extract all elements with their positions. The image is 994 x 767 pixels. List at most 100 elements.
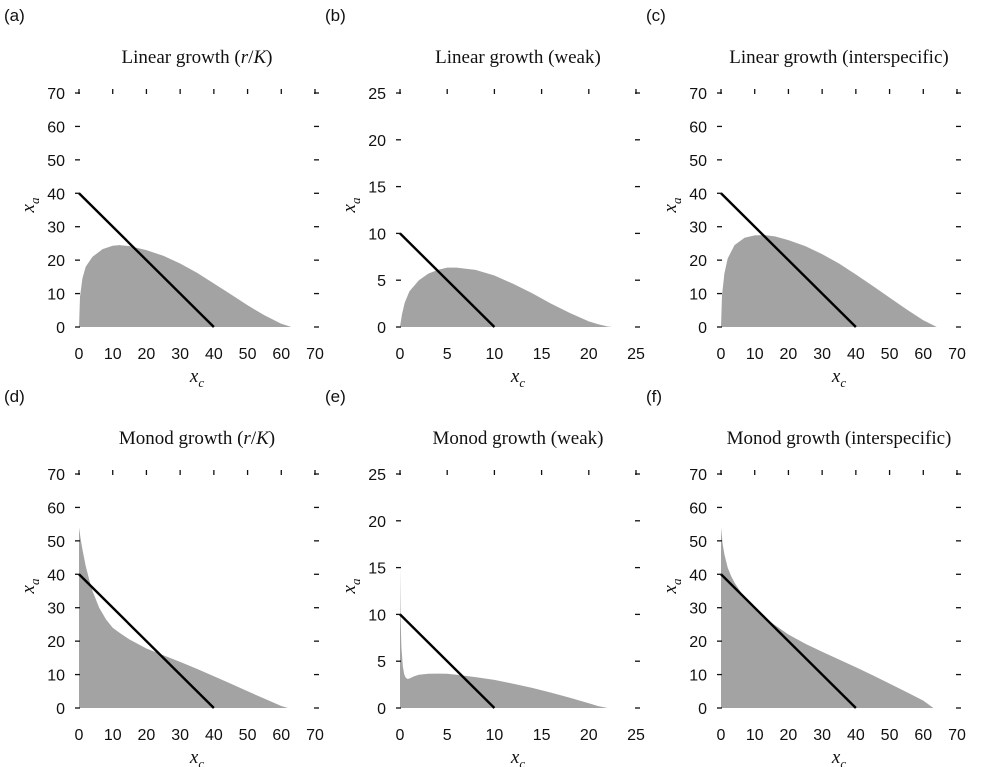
- y-tick-label: 30: [689, 601, 707, 618]
- y-tick-label: 10: [689, 287, 707, 304]
- nullcline-line: [78, 192, 215, 328]
- x-tick-label: 5: [443, 346, 452, 363]
- panel-letter: (f): [646, 387, 662, 406]
- x-tick-label: 30: [813, 346, 831, 363]
- x-tick-label: 0: [396, 346, 405, 363]
- x-tick-label: 50: [881, 727, 899, 744]
- chart-title-part: Linear growth (interspecific): [729, 47, 948, 68]
- y-tick-label: 0: [698, 320, 707, 337]
- y-tick-label: 70: [689, 86, 707, 103]
- y-tick-label: 0: [56, 701, 65, 718]
- y-tick-label: 40: [47, 186, 65, 203]
- y-tick-label: 10: [689, 668, 707, 685]
- x-tick-label: 20: [780, 346, 798, 363]
- x-tick-label: 40: [205, 727, 223, 744]
- x-tick-label: 5: [443, 727, 452, 744]
- panel-e: (e) Monod growth (weak) 0 5 10 15 20 25 0 5 10 15 20…: [325, 387, 645, 767]
- y-axis-label: xa: [339, 197, 363, 213]
- x-tick-label: 0: [717, 346, 726, 363]
- y-axis-label-sub: a: [27, 197, 42, 204]
- y-tick-label: 40: [47, 567, 65, 584]
- x-tick-label: 50: [239, 727, 257, 744]
- shaded-region: [721, 527, 934, 708]
- shaded-region: [721, 235, 937, 327]
- panel-letter: (b): [325, 6, 346, 25]
- y-tick-label: 15: [368, 180, 386, 197]
- panel-c: (c) Linear growth (interspecific) 0 10 20 30 4…: [646, 6, 966, 390]
- x-tick-label: 20: [580, 346, 598, 363]
- chart-title-part: /: [248, 47, 254, 68]
- y-tick-label: 40: [689, 567, 707, 584]
- y-tick-label: 25: [368, 467, 386, 484]
- x-tick-label: 10: [486, 727, 504, 744]
- x-tick-label: 30: [171, 727, 189, 744]
- chart-title: Linear growth (r/K): [122, 47, 273, 68]
- y-tick-label: 10: [47, 668, 65, 685]
- x-axis-label-main: x: [189, 366, 199, 387]
- y-tick-label: 40: [689, 186, 707, 203]
- y-tick-label: 70: [47, 86, 65, 103]
- x-axis-label-main: x: [831, 366, 841, 387]
- x-tick-label: 25: [627, 727, 645, 744]
- y-axis-label: xa: [660, 197, 684, 213]
- chart-title-part: ): [269, 428, 275, 449]
- x-axis-label-sub: c: [198, 756, 204, 767]
- y-axis-label-main: x: [18, 584, 39, 594]
- nullcline-line: [399, 232, 496, 328]
- x-tick-label: 0: [75, 346, 84, 363]
- shaded-region: [400, 267, 613, 327]
- x-axis-label-main: x: [510, 366, 520, 387]
- chart-title: Monod growth (interspecific): [727, 428, 952, 449]
- y-tick-label: 0: [698, 701, 707, 718]
- y-tick-label: 20: [689, 634, 707, 651]
- x-axis-label-sub: c: [519, 375, 525, 390]
- x-tick-label: 0: [396, 727, 405, 744]
- panel-b: (b) Linear growth (weak) 0 5 10 15 20 25 0 5 10 15 2…: [325, 6, 645, 390]
- y-axis-label-sub: a: [27, 578, 42, 585]
- y-tick-label: 5: [377, 273, 386, 290]
- chart-title-part: Linear growth (weak): [435, 47, 601, 68]
- x-axis-label-main: x: [510, 747, 520, 767]
- y-tick-label: 50: [689, 534, 707, 551]
- x-tick-label: 60: [914, 727, 932, 744]
- x-tick-label: 30: [171, 346, 189, 363]
- chart-title-part: r: [241, 47, 249, 68]
- x-axis-label-main: x: [189, 747, 199, 767]
- y-tick-label: 50: [47, 534, 65, 551]
- y-tick-label: 20: [368, 514, 386, 531]
- y-axis-label-main: x: [339, 584, 360, 594]
- shaded-region: [400, 567, 608, 708]
- x-axis-label: xc: [189, 366, 204, 390]
- x-axis-label: xc: [510, 747, 525, 767]
- shaded-region: [79, 527, 288, 708]
- y-tick-label: 20: [47, 253, 65, 270]
- x-tick-label: 50: [239, 346, 257, 363]
- y-tick-label: 30: [47, 220, 65, 237]
- x-tick-label: 10: [486, 346, 504, 363]
- y-axis-label-main: x: [660, 203, 681, 213]
- x-tick-label: 10: [104, 727, 122, 744]
- y-axis-label: xa: [18, 197, 42, 213]
- y-tick-label: 0: [377, 320, 386, 337]
- y-tick-label: 30: [47, 601, 65, 618]
- nullcline-line: [78, 573, 215, 709]
- x-tick-label: 50: [881, 346, 899, 363]
- x-tick-label: 30: [813, 727, 831, 744]
- panel-letter: (c): [646, 6, 666, 25]
- x-tick-label: 25: [627, 346, 645, 363]
- y-tick-label: 20: [689, 253, 707, 270]
- chart-title-part: Monod growth (interspecific): [727, 428, 952, 449]
- y-tick-label: 5: [377, 654, 386, 671]
- x-axis-label: xc: [189, 747, 204, 767]
- x-axis-label: xc: [831, 747, 846, 767]
- y-axis-label-main: x: [339, 203, 360, 213]
- x-tick-label: 40: [847, 727, 865, 744]
- y-axis-label: xa: [660, 578, 684, 594]
- chart-title-part: Monod growth (: [119, 428, 244, 449]
- x-axis-label-sub: c: [519, 756, 525, 767]
- chart-title-part: K: [252, 47, 267, 68]
- chart-title: Linear growth (interspecific): [729, 47, 948, 68]
- x-tick-label: 15: [533, 346, 551, 363]
- x-tick-label: 60: [272, 346, 290, 363]
- y-axis-label-sub: a: [348, 578, 363, 585]
